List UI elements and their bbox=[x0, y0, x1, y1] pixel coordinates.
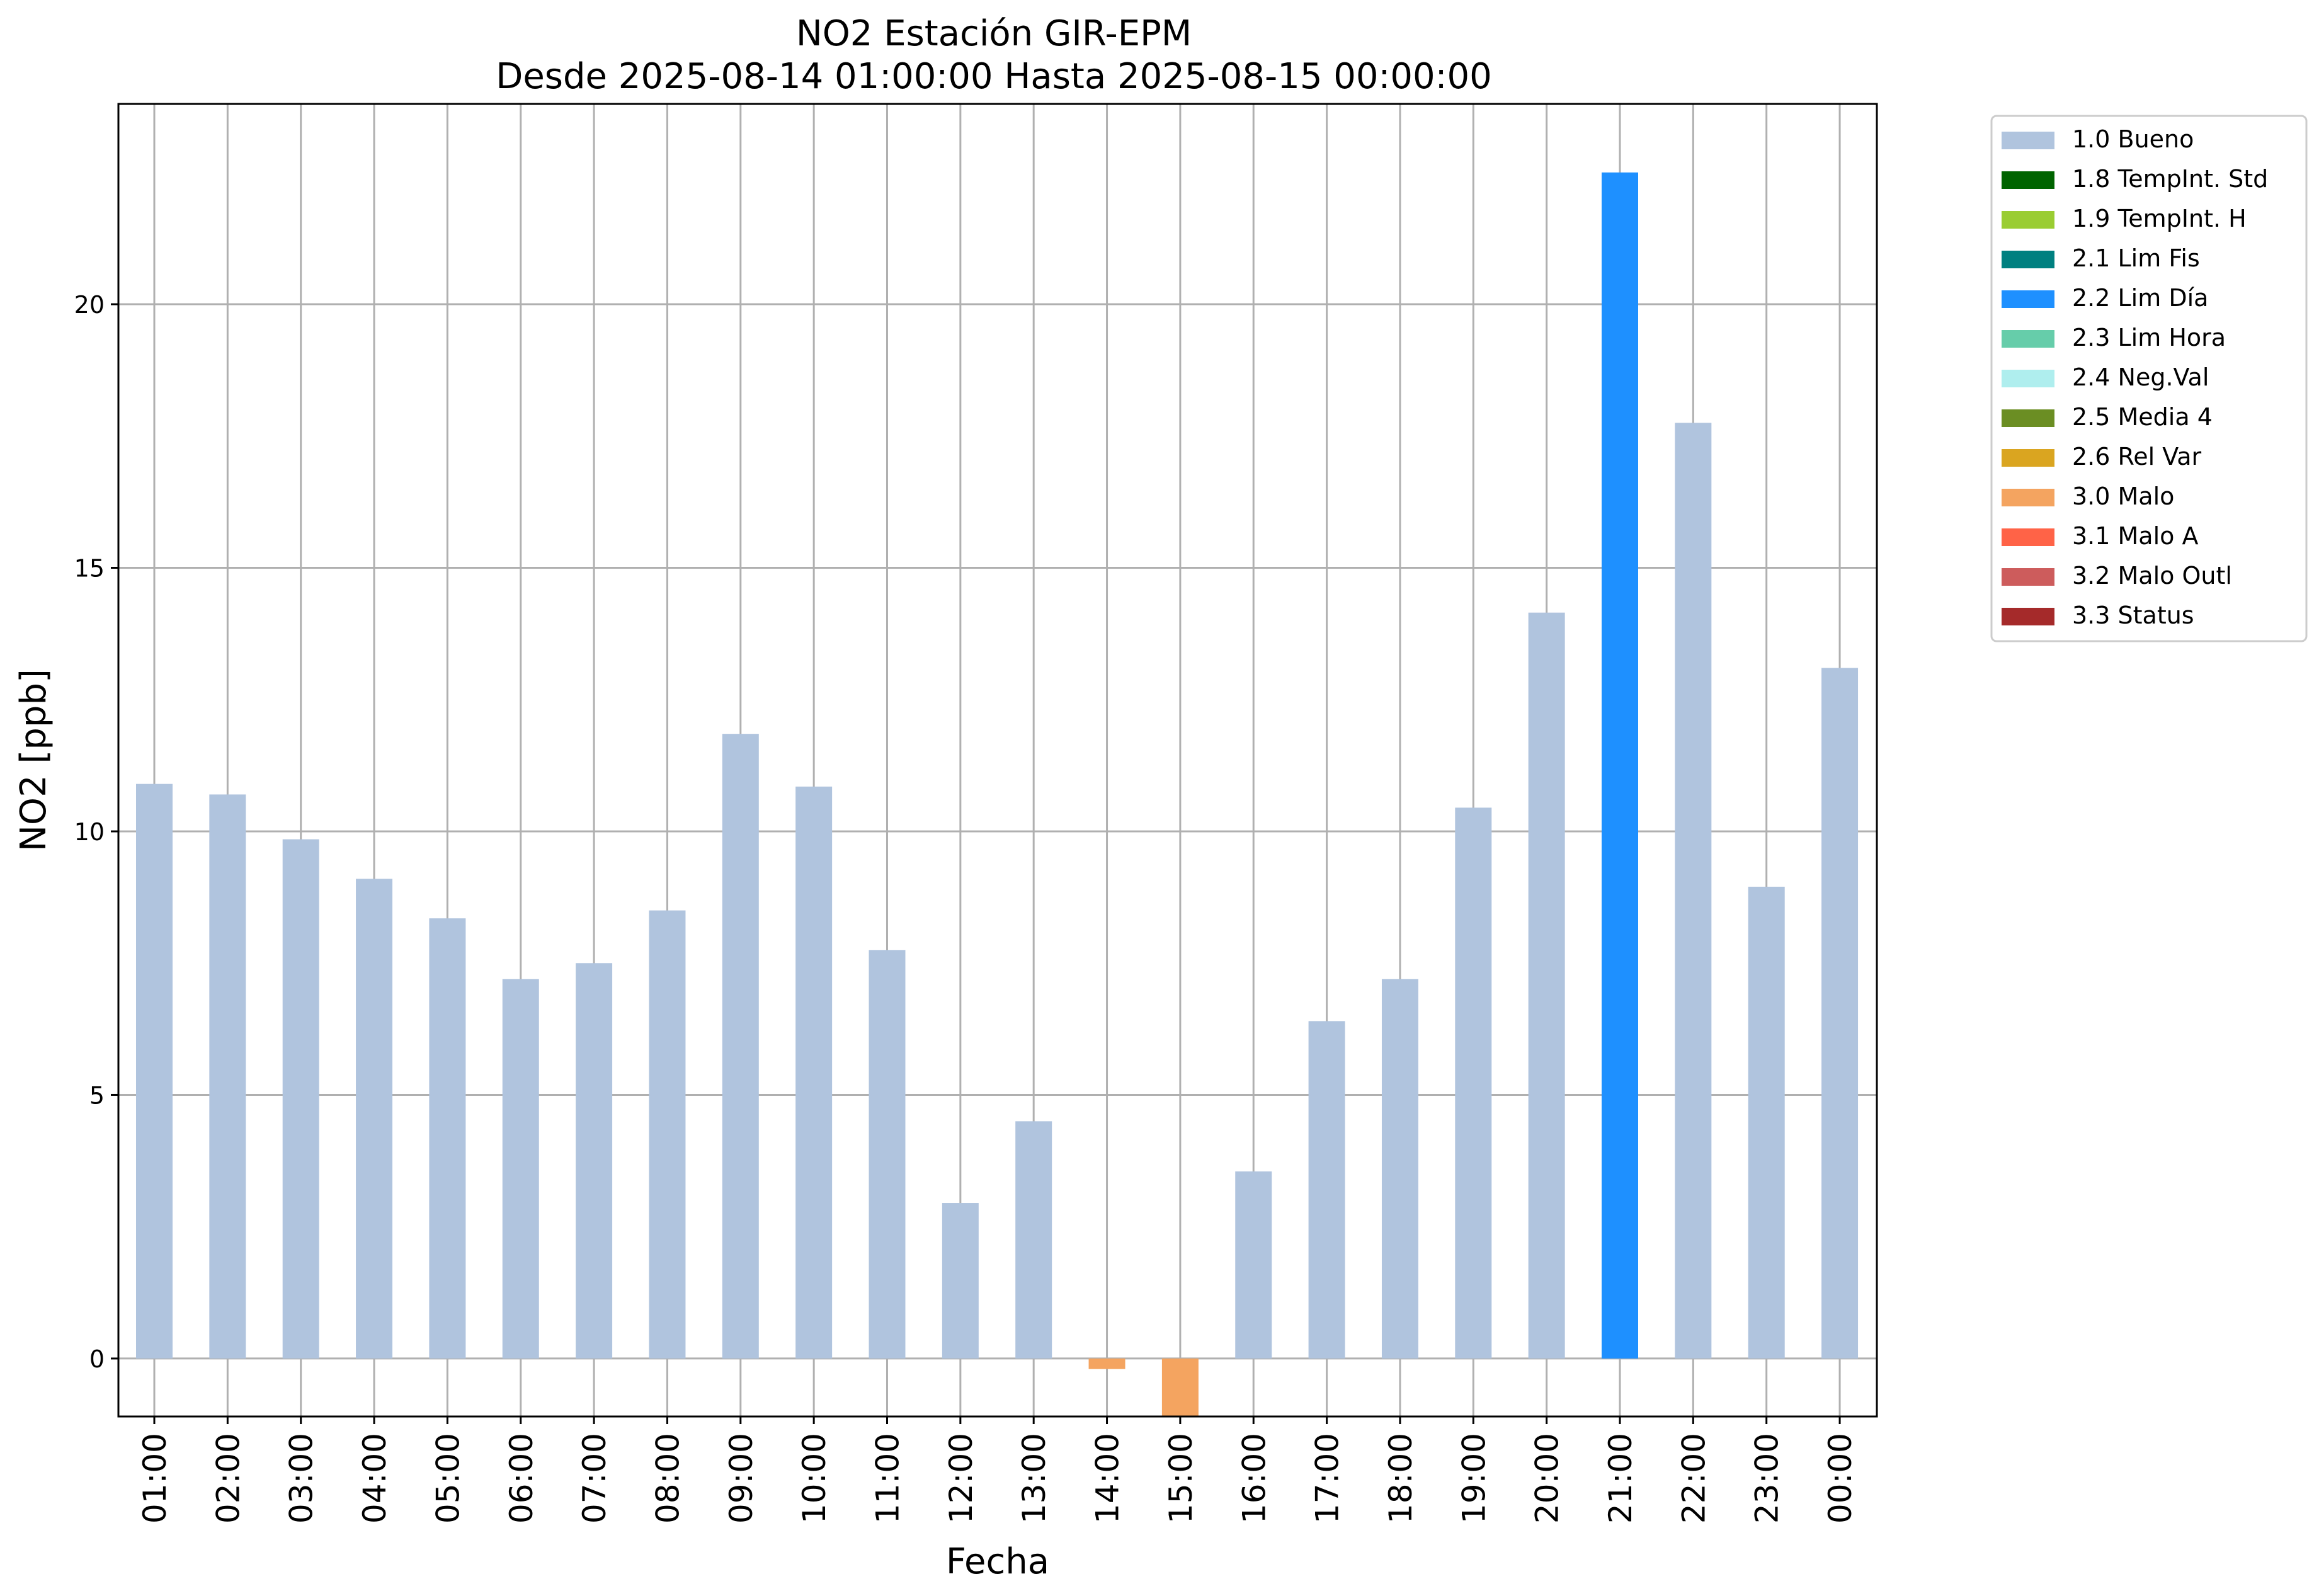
bar-21:00 bbox=[1602, 172, 1638, 1359]
legend-swatch bbox=[2002, 528, 2054, 546]
bars bbox=[136, 172, 1859, 1416]
legend-swatch bbox=[2002, 568, 2054, 586]
x-tick-label: 19:00 bbox=[1456, 1433, 1492, 1524]
bar-02:00 bbox=[209, 794, 246, 1359]
x-tick-label: 14:00 bbox=[1090, 1433, 1126, 1524]
legend-swatch bbox=[2002, 290, 2054, 308]
bar-00:00 bbox=[1821, 668, 1859, 1359]
bar-11:00 bbox=[869, 950, 906, 1359]
bar-10:00 bbox=[795, 786, 833, 1359]
legend-swatch bbox=[2002, 171, 2054, 189]
x-tick-label: 15:00 bbox=[1163, 1433, 1199, 1524]
x-axis-ticks: 01:00 02:00 03:00 04:00 05:00 06:00 07:00 08:00… bbox=[137, 1416, 1859, 1524]
legend-label: 2.1 Lim Fis bbox=[2072, 244, 2200, 272]
legend-label: 1.0 Bueno bbox=[2072, 125, 2194, 153]
x-tick-label: 08:00 bbox=[649, 1433, 686, 1524]
y-tick-label: 20 bbox=[74, 291, 105, 319]
x-tick-label: 17:00 bbox=[1309, 1433, 1346, 1524]
x-tick-label: 03:00 bbox=[283, 1433, 320, 1524]
legend-swatch bbox=[2002, 370, 2054, 387]
legend-label: 3.1 Malo A bbox=[2072, 522, 2198, 550]
bar-22:00 bbox=[1675, 423, 1712, 1359]
bar-12:00 bbox=[942, 1203, 979, 1359]
chart-subtitle: Desde 2025-08-14 01:00:00 Hasta 2025-08-… bbox=[496, 56, 1492, 97]
x-tick-label: 05:00 bbox=[430, 1433, 466, 1524]
y-tick-label: 10 bbox=[74, 818, 105, 846]
bar-01:00 bbox=[136, 784, 173, 1359]
bar-09:00 bbox=[722, 734, 759, 1359]
legend-swatch bbox=[2002, 211, 2054, 229]
x-tick-label: 22:00 bbox=[1675, 1433, 1712, 1524]
bar-06:00 bbox=[502, 979, 539, 1359]
legend-label: 2.2 Lim Día bbox=[2072, 284, 2208, 312]
x-tick-label: 02:00 bbox=[210, 1433, 246, 1524]
legend-swatch bbox=[2002, 608, 2054, 625]
x-tick-label: 12:00 bbox=[943, 1433, 979, 1524]
bar-19:00 bbox=[1455, 807, 1492, 1359]
bar-03:00 bbox=[282, 839, 319, 1359]
y-tick-label: 5 bbox=[89, 1081, 105, 1109]
legend-swatch bbox=[2002, 330, 2054, 348]
bar-20:00 bbox=[1528, 612, 1565, 1359]
legend-label: 2.5 Media 4 bbox=[2072, 403, 2213, 431]
x-tick-label: 10:00 bbox=[796, 1433, 833, 1524]
x-tick-label: 07:00 bbox=[576, 1433, 613, 1524]
x-tick-label: 23:00 bbox=[1749, 1433, 1786, 1524]
legend-swatch bbox=[2002, 449, 2054, 467]
x-tick-label: 04:00 bbox=[356, 1433, 393, 1524]
legend-label: 3.3 Status bbox=[2072, 601, 2194, 629]
bar-13:00 bbox=[1015, 1121, 1052, 1359]
bar-17:00 bbox=[1308, 1021, 1345, 1359]
y-axis-ticks: 0 5 10 15 20 bbox=[74, 291, 118, 1373]
x-tick-label: 18:00 bbox=[1382, 1433, 1419, 1524]
chart-title: NO2 Estación GIR-EPM bbox=[796, 13, 1192, 54]
legend-swatch bbox=[2002, 489, 2054, 506]
x-tick-label: 06:00 bbox=[503, 1433, 540, 1524]
x-axis-label: Fecha bbox=[946, 1541, 1049, 1582]
bar-04:00 bbox=[356, 879, 393, 1359]
y-tick-label: 15 bbox=[74, 555, 105, 583]
legend-label: 3.2 Malo Outl bbox=[2072, 562, 2232, 590]
y-axis-label: NO2 [ppb] bbox=[13, 669, 54, 852]
x-tick-label: 16:00 bbox=[1236, 1433, 1272, 1524]
x-tick-label: 21:00 bbox=[1602, 1433, 1639, 1524]
bar-07:00 bbox=[576, 963, 613, 1359]
legend-swatch bbox=[2002, 409, 2054, 427]
legend-label: 3.0 Malo bbox=[2072, 482, 2174, 510]
bar-08:00 bbox=[649, 910, 686, 1359]
bar-16:00 bbox=[1235, 1171, 1272, 1359]
legend-label: 2.3 Lim Hora bbox=[2072, 324, 2226, 351]
legend-swatch bbox=[2002, 251, 2054, 268]
x-tick-label: 00:00 bbox=[1822, 1433, 1859, 1524]
x-tick-label: 20:00 bbox=[1529, 1433, 1566, 1524]
bar-15:00 bbox=[1161, 1358, 1199, 1416]
bar-18:00 bbox=[1381, 979, 1418, 1359]
x-tick-label: 13:00 bbox=[1016, 1433, 1052, 1524]
y-tick-label: 0 bbox=[89, 1345, 105, 1373]
legend-label: 2.4 Neg.Val bbox=[2072, 363, 2209, 391]
plot-frame bbox=[117, 103, 1878, 1418]
x-tick-label: 11:00 bbox=[870, 1433, 906, 1524]
x-tick-label: 09:00 bbox=[723, 1433, 760, 1524]
x-tick-label: 01:00 bbox=[137, 1433, 173, 1524]
legend-label: 1.9 TempInt. H bbox=[2072, 205, 2247, 232]
bar-05:00 bbox=[429, 918, 466, 1359]
bar-23:00 bbox=[1748, 886, 1785, 1359]
legend-frame bbox=[1990, 115, 2308, 642]
legend-swatch bbox=[2002, 132, 2054, 149]
legend-label: 1.8 TempInt. Std bbox=[2072, 165, 2268, 193]
legend: 1.0 Bueno 1.8 TempInt. Std 1.9 TempInt. H 2… bbox=[1990, 115, 2308, 642]
bar-14:00 bbox=[1088, 1358, 1125, 1369]
legend-label: 2.6 Rel Var bbox=[2072, 443, 2202, 470]
